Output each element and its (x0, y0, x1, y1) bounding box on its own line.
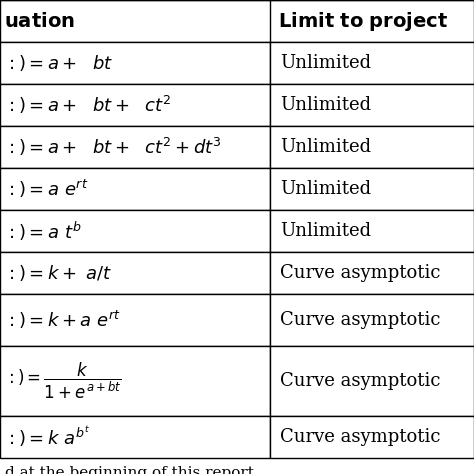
Text: Curve asymptotic: Curve asymptotic (280, 311, 440, 329)
Bar (0, 346, 270, 416)
Text: $:) = a +\ \ bt +\ \ ct^2 + dt^3$: $:) = a +\ \ bt +\ \ ct^2 + dt^3$ (5, 136, 222, 158)
Bar (0, 416, 270, 458)
Text: Curve asymptotic: Curve asymptotic (280, 264, 440, 282)
Bar (0, 0, 474, 42)
Text: Curve asymptotic: Curve asymptotic (280, 428, 440, 446)
Bar (270, 416, 474, 458)
Bar (0, 84, 270, 126)
Bar (270, 126, 474, 168)
Text: $:) = k + a\ e^{rt}$: $:) = k + a\ e^{rt}$ (5, 309, 121, 331)
Text: Unlimited: Unlimited (280, 180, 371, 198)
Bar (0, 210, 270, 252)
Text: Unlimited: Unlimited (280, 222, 371, 240)
Bar (0, 294, 270, 346)
Text: $:) = a +\ \ bt$: $:) = a +\ \ bt$ (5, 53, 113, 73)
Bar (0, 252, 270, 294)
Text: Unlimited: Unlimited (280, 96, 371, 114)
Text: $\mathbf{uation}$: $\mathbf{uation}$ (4, 11, 75, 30)
Bar (270, 252, 474, 294)
Text: $:) = \dfrac{k}{1 + e^{a+bt}}$: $:) = \dfrac{k}{1 + e^{a+bt}}$ (5, 361, 122, 401)
Bar (0, 168, 270, 210)
Text: $:) = a\ e^{rt}$: $:) = a\ e^{rt}$ (5, 178, 89, 200)
Text: d at the beginning of this report.: d at the beginning of this report. (5, 466, 259, 474)
Text: $\mathbf{Limit\ to\ project}$: $\mathbf{Limit\ to\ project}$ (278, 9, 448, 33)
Bar (270, 346, 474, 416)
Bar (0, 126, 270, 168)
Bar (270, 84, 474, 126)
Bar (270, 168, 474, 210)
Text: $:) = a\ t^b$: $:) = a\ t^b$ (5, 219, 82, 243)
Text: Unlimited: Unlimited (280, 138, 371, 156)
Bar (270, 210, 474, 252)
Bar (270, 294, 474, 346)
Text: Curve asymptotic: Curve asymptotic (280, 372, 440, 390)
Text: Unlimited: Unlimited (280, 54, 371, 72)
Bar (0, 42, 270, 84)
Text: $:) = k +\ a/t$: $:) = k +\ a/t$ (5, 263, 112, 283)
Text: $:) = a +\ \ bt +\ \ ct^2$: $:) = a +\ \ bt +\ \ ct^2$ (5, 94, 171, 116)
Bar (270, 42, 474, 84)
Text: $:) = k\ a^{b^t}$: $:) = k\ a^{b^t}$ (5, 425, 90, 449)
